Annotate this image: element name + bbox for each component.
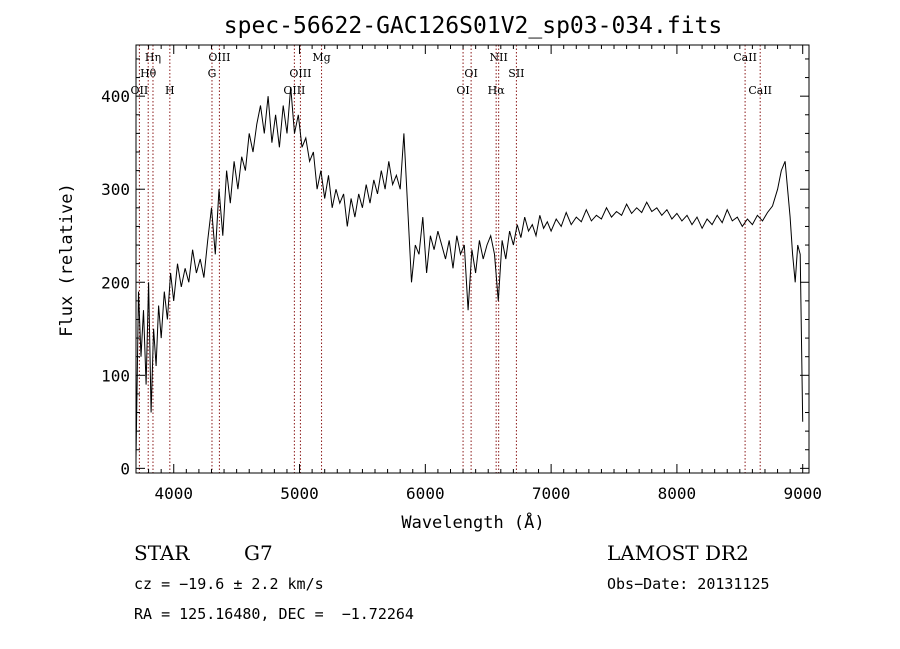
spectral-line-label: H xyxy=(165,84,175,97)
x-axis-label: Wavelength (Å) xyxy=(401,511,544,533)
spectral-line-label: G xyxy=(208,67,217,80)
coordinates-text: RA = 125.16480, DEC = −1.72264 xyxy=(134,605,414,623)
spectral-line-label: NII xyxy=(490,51,508,64)
x-tick-label: 9000 xyxy=(783,484,822,503)
x-tick-label: 4000 xyxy=(154,484,193,503)
chart-title: spec-56622-GAC126S01V2_sp03-034.fits xyxy=(224,13,723,39)
spectral-line-label: CaII xyxy=(748,84,772,97)
survey-name: LAMOST DR2 xyxy=(607,541,749,565)
redshift-text: cz = −19.6 ± 2.2 km/s xyxy=(134,575,324,593)
x-tick-label: 5000 xyxy=(280,484,319,503)
x-tick-label: 7000 xyxy=(532,484,571,503)
y-tick-label: 200 xyxy=(101,273,130,292)
spectral-line-label: OI xyxy=(464,67,477,80)
observation-date: Obs−Date: 20131125 xyxy=(607,575,770,593)
spectral-line-label: Hη xyxy=(145,51,161,64)
spectrum-series-line xyxy=(135,86,804,460)
spectral-line-label: OIII xyxy=(208,51,230,64)
plot-frame xyxy=(135,44,810,474)
object-subclass: G7 xyxy=(244,541,273,565)
spectral-line-label: Mg xyxy=(312,51,330,64)
spectral-line-label: OIII xyxy=(289,67,311,80)
spectral-line-label: OII xyxy=(131,84,149,97)
x-tick-label: 8000 xyxy=(658,484,697,503)
y-tick-label: 0 xyxy=(120,459,130,478)
spectral-line-label: OI xyxy=(456,84,469,97)
axes: 4000 5000 6000 7000 8000 9000 0 100 200 300 400 xyxy=(101,45,822,503)
y-tick-label: 400 xyxy=(101,87,130,106)
series-layer xyxy=(135,86,804,460)
x-tick-label: 6000 xyxy=(406,484,445,503)
spectral-line-label: SII xyxy=(508,67,524,80)
y-axis-label: Flux (relative) xyxy=(57,183,77,337)
spectral-line-label: Hα xyxy=(488,84,506,97)
spectral-line-label: CaII xyxy=(733,51,757,64)
spectral-line-label: Hθ xyxy=(140,67,157,80)
spectral-line-label: OIII xyxy=(283,84,305,97)
y-tick-label: 300 xyxy=(101,180,130,199)
object-class: STAR xyxy=(134,541,190,565)
y-tick-label: 100 xyxy=(101,366,130,385)
